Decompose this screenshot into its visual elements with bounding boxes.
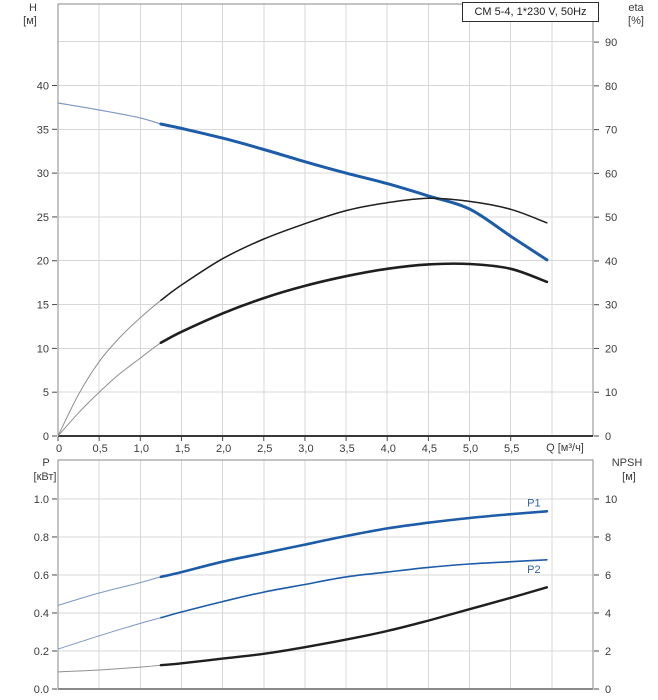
curve-p2-thin [57,559,548,650]
x-axis-tick-label: 2,5 [257,443,272,455]
left-axis-tick-label: 1.0 [34,494,49,506]
curve-p1-thin [57,510,548,606]
left-axis-tick-label: 0.6 [34,570,49,582]
plot-frame [57,3,594,437]
p-axis-unit: [кВт] [33,471,57,483]
curve-head [159,122,549,262]
power-npsh-chart: 0.0 0.2 0.4 0.6 0.8 1.0 0 2 4 6 8 10 P1 P2 [34,459,617,696]
right-axis-tick-label: 8 [605,532,611,544]
right-axis-tick-label: 40 [605,256,617,268]
x-axis-tick-label: 3,0 [298,443,313,455]
x-axis-tick-label: 2,0 [216,443,231,455]
q-axis-title: Q [м³/ч] [546,442,584,454]
curve-p1 [159,510,549,579]
right-axis-tick-label: 2 [605,646,611,658]
pump-model-badge-text: CM 5-4, 1*230 V, 50Hz [474,6,587,18]
curve-eta-total [159,262,549,345]
eta-axis-title: eta [628,2,644,14]
curve-npsh-thin [57,586,548,673]
right-axis-tick-label: 60 [605,168,617,180]
left-axis-tick-label: 40 [37,80,49,92]
right-axis-tick-label: 90 [605,37,617,49]
right-axis-tick-label: 0 [605,431,611,443]
p-axis-title: P [42,457,50,469]
x-axis-tick-label: 1,5 [175,443,190,455]
curve-head-thin [57,102,548,261]
left-axis-tick-label: 30 [37,168,49,180]
left-axis-tick-label: 10 [37,343,49,355]
right-axis-tick-label: 20 [605,343,617,355]
h-axis-title: H [29,2,37,14]
right-axis-tick-label: 10 [605,494,617,506]
series-label-p2: P2 [527,564,540,576]
x-axis-tick-label: 3,5 [339,443,354,455]
left-axis-tick-label: 25 [37,212,49,224]
left-axis-tick-label: 0.2 [34,646,49,658]
left-axis-tick-label: 0.0 [34,684,49,696]
x-axis-tick-label: 1,0 [134,443,149,455]
x-axis-tick-label: 5,5 [504,443,519,455]
right-axis-tick-label: 0 [605,684,611,696]
x-axis-tick-label: 5,0 [463,443,478,455]
left-axis-tick-label: 0.4 [34,608,49,620]
curve-eta-pump [160,197,548,302]
right-axis-tick-label: 30 [605,300,617,312]
right-axis-tick-label: 6 [605,570,611,582]
curve-eta-total-thin [57,263,548,437]
curve-p2 [160,559,548,619]
left-axis-tick-label: 0.8 [34,532,49,544]
right-axis-tick-label: 50 [605,212,617,224]
pump-model-badge: CM 5-4, 1*230 V, 50Hz [462,2,599,22]
right-axis-tick-label: 80 [605,81,617,93]
right-axis-tick-label: 70 [605,125,617,137]
left-axis-tick-label: 0 [43,431,49,443]
right-axis-tick-label: 4 [605,608,611,620]
npsh-axis-unit: [м] [622,471,636,483]
left-axis-tick-label: 20 [37,256,49,268]
left-axis-tick-label: 35 [37,124,49,136]
curve-npsh [159,586,549,667]
eta-axis-unit: [%] [628,15,644,27]
left-axis-tick-label: 5 [43,387,49,399]
series-label-p1: P1 [527,497,540,509]
x-axis-tick-label: 0 [56,443,62,455]
npsh-axis-title: NPSH [611,457,643,469]
pump-performance-chart: 0 5 10 15 20 25 30 35 40 0 10 20 30 40 50 60 70 80 90 0 0,5 1… [37,3,617,455]
x-axis-tick-label: 0,5 [93,443,108,455]
x-axis-tick-label: 4,0 [381,443,396,455]
x-axis-tick-label: 4,5 [422,443,437,455]
curve-eta-pump-thin [57,197,548,437]
left-axis-tick-label: 15 [37,300,49,312]
h-axis-unit: [м] [23,15,37,27]
right-axis-tick-label: 10 [605,387,617,399]
